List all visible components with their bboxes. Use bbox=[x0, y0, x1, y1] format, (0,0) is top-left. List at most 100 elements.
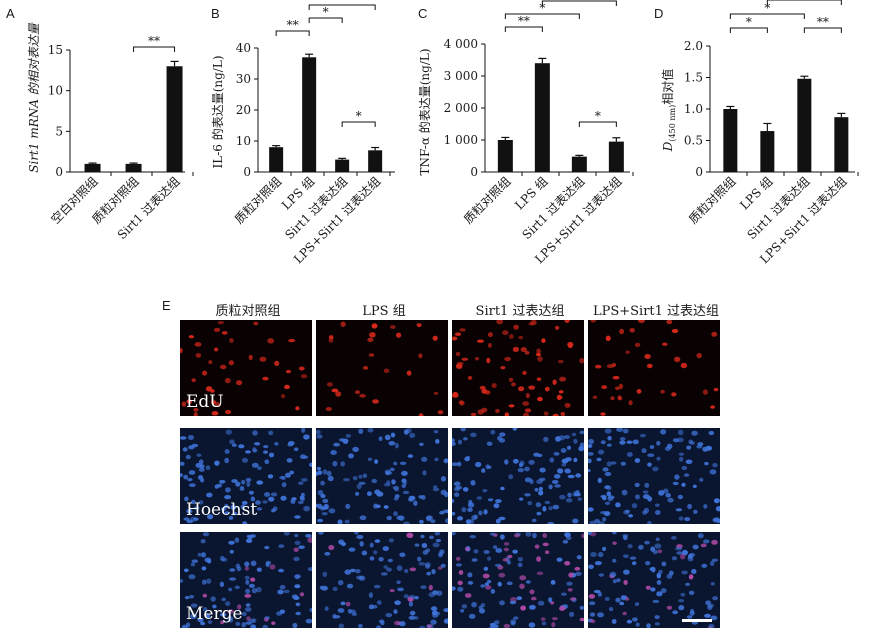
nucleus bbox=[214, 460, 220, 466]
nucleus bbox=[563, 435, 571, 439]
nucleus bbox=[535, 502, 542, 508]
nucleus bbox=[537, 356, 543, 362]
bar bbox=[368, 150, 383, 172]
nucleus bbox=[712, 462, 718, 468]
nucleus bbox=[230, 504, 237, 510]
nucleus bbox=[333, 442, 340, 447]
significance-bracket bbox=[504, 13, 580, 19]
nucleus bbox=[403, 594, 409, 599]
micrograph-hoechst-2 bbox=[313, 428, 451, 526]
significance-label: * bbox=[746, 15, 752, 29]
y-tick-label: 0.5 bbox=[684, 134, 703, 148]
nucleus bbox=[666, 443, 673, 449]
nucleus bbox=[198, 467, 205, 472]
nucleus bbox=[221, 507, 227, 512]
nucleus bbox=[533, 452, 540, 457]
nucleus bbox=[355, 491, 360, 496]
nucleus bbox=[575, 473, 582, 478]
nucleus bbox=[245, 477, 252, 482]
nucleus bbox=[435, 439, 440, 444]
nucleus bbox=[469, 535, 476, 539]
nucleus bbox=[343, 478, 350, 482]
nucleus bbox=[627, 452, 633, 457]
y-tick-label: 2.0 bbox=[684, 39, 703, 53]
nucleus bbox=[567, 474, 575, 479]
nucleus bbox=[221, 331, 228, 335]
nucleus bbox=[371, 604, 378, 609]
nucleus bbox=[389, 589, 395, 593]
nucleus bbox=[408, 601, 413, 607]
nucleus bbox=[464, 456, 470, 462]
nucleus bbox=[183, 517, 190, 521]
nucleus bbox=[575, 571, 582, 576]
nucleus bbox=[348, 547, 356, 552]
nucleus bbox=[685, 459, 693, 465]
nucleus bbox=[536, 556, 541, 562]
nucleus bbox=[552, 379, 557, 385]
column-title-lps-sirt1: LPS+Sirt1 过表达组 bbox=[592, 304, 720, 319]
nucleus bbox=[531, 518, 537, 523]
nucleus bbox=[367, 337, 374, 342]
nucleus bbox=[383, 482, 391, 487]
nucleus bbox=[561, 592, 567, 596]
nucleus bbox=[636, 389, 642, 394]
nucleus bbox=[189, 594, 194, 599]
nucleus bbox=[456, 556, 461, 561]
nucleus bbox=[409, 594, 415, 599]
nucleus bbox=[390, 325, 396, 329]
nucleus bbox=[386, 567, 392, 572]
nucleus bbox=[554, 484, 561, 488]
nucleus bbox=[606, 443, 612, 447]
nucleus bbox=[225, 487, 231, 493]
nucleus bbox=[382, 546, 389, 552]
nucleus bbox=[588, 594, 596, 599]
nucleus bbox=[588, 438, 595, 445]
nucleus bbox=[240, 504, 245, 510]
nucleus bbox=[337, 519, 343, 525]
nucleus bbox=[711, 539, 718, 545]
nucleus bbox=[525, 531, 532, 537]
nucleus bbox=[249, 534, 256, 538]
nucleus bbox=[239, 486, 245, 491]
nucleus bbox=[188, 574, 196, 580]
nucleus bbox=[356, 483, 362, 490]
nucleus bbox=[493, 503, 500, 509]
nucleus bbox=[326, 470, 332, 477]
nucleus bbox=[330, 450, 337, 455]
nucleus bbox=[495, 548, 503, 553]
nucleus bbox=[646, 623, 651, 629]
y-tick-label: 3 000 bbox=[444, 69, 478, 83]
nucleus bbox=[219, 479, 226, 484]
significance-bracket bbox=[133, 46, 176, 52]
nucleus bbox=[264, 545, 270, 550]
nucleus bbox=[346, 583, 354, 589]
chart-b-ylabel: IL-6 的表达量(ng/L) bbox=[210, 56, 225, 169]
nucleus bbox=[434, 531, 441, 536]
nucleus bbox=[248, 490, 254, 495]
nucleus bbox=[241, 457, 249, 463]
nucleus bbox=[516, 596, 523, 601]
nucleus bbox=[616, 427, 624, 432]
nuclei-pattern bbox=[313, 428, 451, 526]
micrograph-edu-2 bbox=[316, 320, 448, 418]
y-tick-label: 10 bbox=[236, 134, 251, 148]
nucleus bbox=[352, 446, 359, 453]
nucleus bbox=[712, 596, 718, 601]
nucleus bbox=[235, 621, 241, 626]
nucleus bbox=[711, 558, 718, 562]
significance-bracket bbox=[308, 17, 343, 23]
nucleus bbox=[255, 500, 261, 505]
nucleus bbox=[394, 442, 399, 449]
nucleus bbox=[426, 571, 431, 576]
nucleus bbox=[210, 389, 215, 393]
nuclei-pattern bbox=[318, 529, 451, 631]
nucleus bbox=[645, 585, 651, 590]
nucleus bbox=[651, 566, 656, 573]
nucleus bbox=[506, 581, 513, 586]
y-tick-label: 1 000 bbox=[444, 133, 478, 147]
nucleus bbox=[657, 549, 663, 554]
nucleus bbox=[551, 479, 559, 484]
nucleus bbox=[254, 442, 261, 446]
nucleus bbox=[660, 389, 665, 394]
